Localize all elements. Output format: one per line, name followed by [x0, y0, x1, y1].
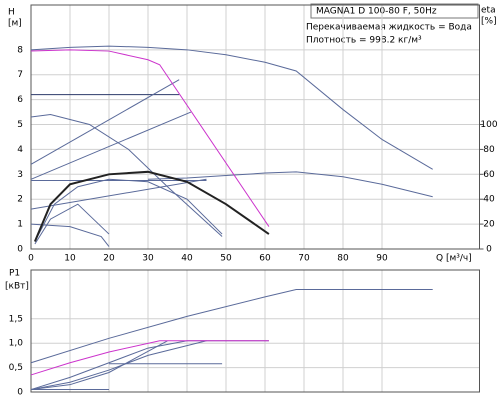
- curve: [30, 111, 192, 180]
- y-axis-unit: [м]: [8, 19, 22, 29]
- x-tick-label: 80: [337, 254, 349, 264]
- curve: [30, 178, 207, 210]
- x-tick-label: 60: [259, 254, 271, 264]
- curve: [147, 171, 433, 198]
- x-tick-label: 30: [142, 254, 154, 264]
- y2-tick-label: 20: [483, 220, 495, 230]
- y-tick-label: 2: [17, 195, 23, 205]
- curve: [34, 178, 223, 242]
- x-tick-label: 90: [376, 254, 388, 264]
- y-tick-label: 0: [17, 245, 23, 255]
- y-tick-label: 0,5: [9, 363, 23, 373]
- curve: [30, 223, 110, 247]
- curve: [33, 170, 270, 242]
- annotation: Перекачиваемая жидкость = Вода: [306, 23, 472, 33]
- y-axis-unit: [кВт]: [5, 282, 29, 292]
- x-tick-label: 10: [64, 254, 76, 264]
- y-tick-label: 7: [17, 70, 23, 80]
- y-tick-label: 6: [17, 95, 23, 105]
- y-axis-label: P1: [9, 269, 20, 279]
- x-axis-label: Q [м³/ч]: [436, 254, 472, 264]
- y-tick-label: 1,0: [9, 339, 24, 349]
- y2-tick-label: 80: [483, 145, 495, 155]
- y2-axis-label: eta: [481, 6, 496, 16]
- curve: [30, 114, 223, 237]
- y2-tick-label: 40: [483, 195, 495, 205]
- y-tick-label: 5: [17, 120, 23, 130]
- y-tick-label: 1,5: [9, 314, 23, 324]
- curve: [30, 340, 207, 391]
- curve: [30, 79, 180, 165]
- y-tick-label: 0: [17, 388, 23, 398]
- curve: [30, 340, 269, 376]
- annotation: Плотность = 998.2 кг/м³: [306, 36, 422, 46]
- curve: [30, 289, 433, 364]
- title-box: [310, 3, 479, 19]
- curve: [30, 340, 168, 391]
- y-tick-label: 4: [17, 145, 23, 155]
- y2-axis-unit: [%]: [481, 17, 497, 27]
- curve: [30, 49, 270, 227]
- plot-frame: [30, 4, 480, 250]
- curve: [30, 45, 433, 170]
- y2-tick-label: 0: [486, 245, 492, 255]
- y-tick-label: 3: [17, 170, 23, 180]
- curve: [34, 203, 110, 245]
- chart-title: MAGNA1 D 100-80 F, 50Hz: [316, 7, 437, 17]
- x-tick-label: 20: [103, 254, 115, 264]
- x-tick-label: 50: [220, 254, 232, 264]
- y2-tick-label: 60: [483, 170, 495, 180]
- plot-frame: [30, 269, 480, 393]
- curve: [30, 340, 269, 391]
- x-tick-label: 0: [28, 254, 34, 264]
- x-tick-label: 70: [298, 254, 310, 264]
- y2-tick-label: 100: [480, 120, 497, 130]
- y-axis-label: H: [8, 8, 15, 18]
- y-tick-label: 8: [17, 45, 23, 55]
- x-tick-label: 40: [181, 254, 193, 264]
- y-tick-label: 1: [17, 220, 23, 230]
